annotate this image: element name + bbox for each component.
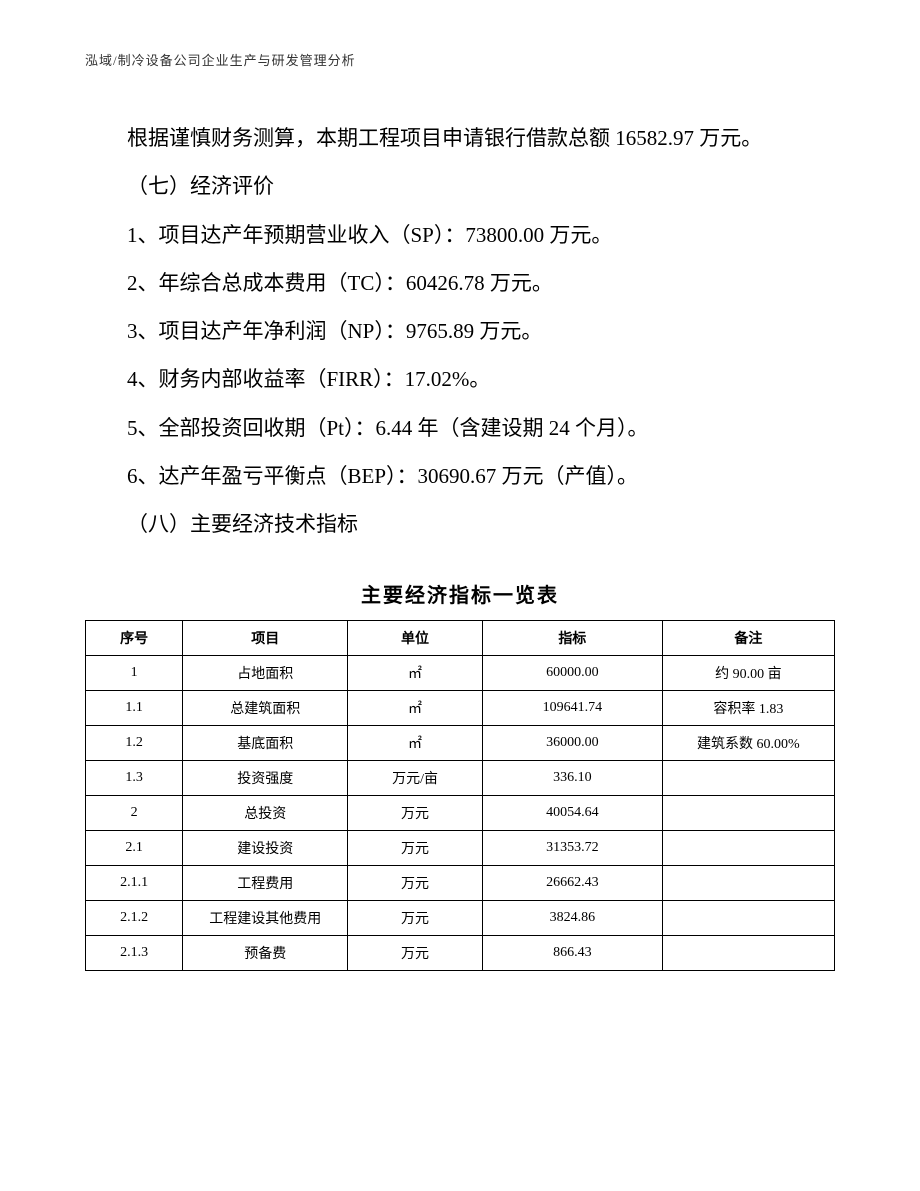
table-row: 2.1.1工程费用万元26662.43 (86, 865, 835, 900)
col-header-seq: 序号 (86, 620, 183, 655)
table-row: 1.3投资强度万元/亩336.10 (86, 760, 835, 795)
table-cell: 866.43 (482, 935, 662, 970)
eval-item-4: 4、财务内部收益率（FIRR）：17.02%。 (85, 355, 835, 403)
col-header-remark: 备注 (662, 620, 834, 655)
table-cell: 109641.74 (482, 690, 662, 725)
table-cell: 总投资 (183, 795, 348, 830)
table-cell (662, 900, 834, 935)
table-cell: 工程费用 (183, 865, 348, 900)
table-row: 2.1.3预备费万元866.43 (86, 935, 835, 970)
table-row: 1.1总建筑面积㎡109641.74容积率 1.83 (86, 690, 835, 725)
body-text: 根据谨慎财务测算，本期工程项目申请银行借款总额 16582.97 万元。 （七）… (85, 114, 835, 549)
table-cell (662, 830, 834, 865)
table-cell: 336.10 (482, 760, 662, 795)
eval-item-2: 2、年综合总成本费用（TC）：60426.78 万元。 (85, 259, 835, 307)
eval-item-5: 5、全部投资回收期（Pt）：6.44 年（含建设期 24 个月）。 (85, 404, 835, 452)
table-cell: 1 (86, 655, 183, 690)
table-row: 2.1.2工程建设其他费用万元3824.86 (86, 900, 835, 935)
table-row: 1占地面积㎡60000.00约 90.00 亩 (86, 655, 835, 690)
table-cell (662, 795, 834, 830)
table-cell: 1.1 (86, 690, 183, 725)
table-cell: 1.2 (86, 725, 183, 760)
page-content: 泓域/制冷设备公司企业生产与研发管理分析 根据谨慎财务测算，本期工程项目申请银行… (0, 0, 920, 1031)
table-cell: 基底面积 (183, 725, 348, 760)
table-cell: 40054.64 (482, 795, 662, 830)
table-cell: 26662.43 (482, 865, 662, 900)
table-title: 主要经济指标一览表 (85, 579, 835, 608)
page-header: 泓域/制冷设备公司企业生产与研发管理分析 (85, 50, 835, 69)
table-cell: 2 (86, 795, 183, 830)
eval-item-3: 3、项目达产年净利润（NP）：9765.89 万元。 (85, 307, 835, 355)
table-cell: 万元 (348, 830, 483, 865)
table-cell (662, 935, 834, 970)
section-8-heading: （八）主要经济技术指标 (85, 500, 835, 548)
eval-item-6: 6、达产年盈亏平衡点（BEP）：30690.67 万元（产值）。 (85, 452, 835, 500)
table-cell: 31353.72 (482, 830, 662, 865)
table-cell: 万元 (348, 865, 483, 900)
table-cell: 2.1.3 (86, 935, 183, 970)
table-cell: 1.3 (86, 760, 183, 795)
table-cell: 建筑系数 60.00% (662, 725, 834, 760)
table-cell: 约 90.00 亩 (662, 655, 834, 690)
table-cell: 预备费 (183, 935, 348, 970)
table-cell: ㎡ (348, 690, 483, 725)
table-header-row: 序号 项目 单位 指标 备注 (86, 620, 835, 655)
table-cell: 投资强度 (183, 760, 348, 795)
table-cell: 万元 (348, 935, 483, 970)
table-cell: 36000.00 (482, 725, 662, 760)
table-cell: 工程建设其他费用 (183, 900, 348, 935)
eval-item-1: 1、项目达产年预期营业收入（SP）：73800.00 万元。 (85, 211, 835, 259)
table-cell: 占地面积 (183, 655, 348, 690)
table-cell: 2.1.1 (86, 865, 183, 900)
table-cell: 3824.86 (482, 900, 662, 935)
paragraph-loan: 根据谨慎财务测算，本期工程项目申请银行借款总额 16582.97 万元。 (85, 114, 835, 162)
table-row: 2总投资万元40054.64 (86, 795, 835, 830)
table-cell: 2.1 (86, 830, 183, 865)
table-cell: 万元 (348, 900, 483, 935)
col-header-item: 项目 (183, 620, 348, 655)
table-row: 1.2基底面积㎡36000.00建筑系数 60.00% (86, 725, 835, 760)
table-cell: ㎡ (348, 655, 483, 690)
table-row: 2.1建设投资万元31353.72 (86, 830, 835, 865)
table-cell: ㎡ (348, 725, 483, 760)
table-cell: 2.1.2 (86, 900, 183, 935)
col-header-unit: 单位 (348, 620, 483, 655)
table-cell: 万元 (348, 795, 483, 830)
table-cell (662, 760, 834, 795)
section-7-heading: （七）经济评价 (85, 162, 835, 210)
table-cell: 总建筑面积 (183, 690, 348, 725)
table-cell (662, 865, 834, 900)
economic-indicators-table: 序号 项目 单位 指标 备注 1占地面积㎡60000.00约 90.00 亩1.… (85, 620, 835, 971)
table-cell: 万元/亩 (348, 760, 483, 795)
table-cell: 60000.00 (482, 655, 662, 690)
col-header-indicator: 指标 (482, 620, 662, 655)
table-cell: 建设投资 (183, 830, 348, 865)
table-body: 1占地面积㎡60000.00约 90.00 亩1.1总建筑面积㎡109641.7… (86, 655, 835, 970)
table-cell: 容积率 1.83 (662, 690, 834, 725)
